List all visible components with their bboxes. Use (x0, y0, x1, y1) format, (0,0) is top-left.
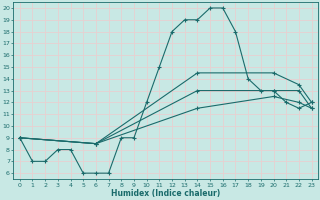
X-axis label: Humidex (Indice chaleur): Humidex (Indice chaleur) (111, 189, 220, 198)
